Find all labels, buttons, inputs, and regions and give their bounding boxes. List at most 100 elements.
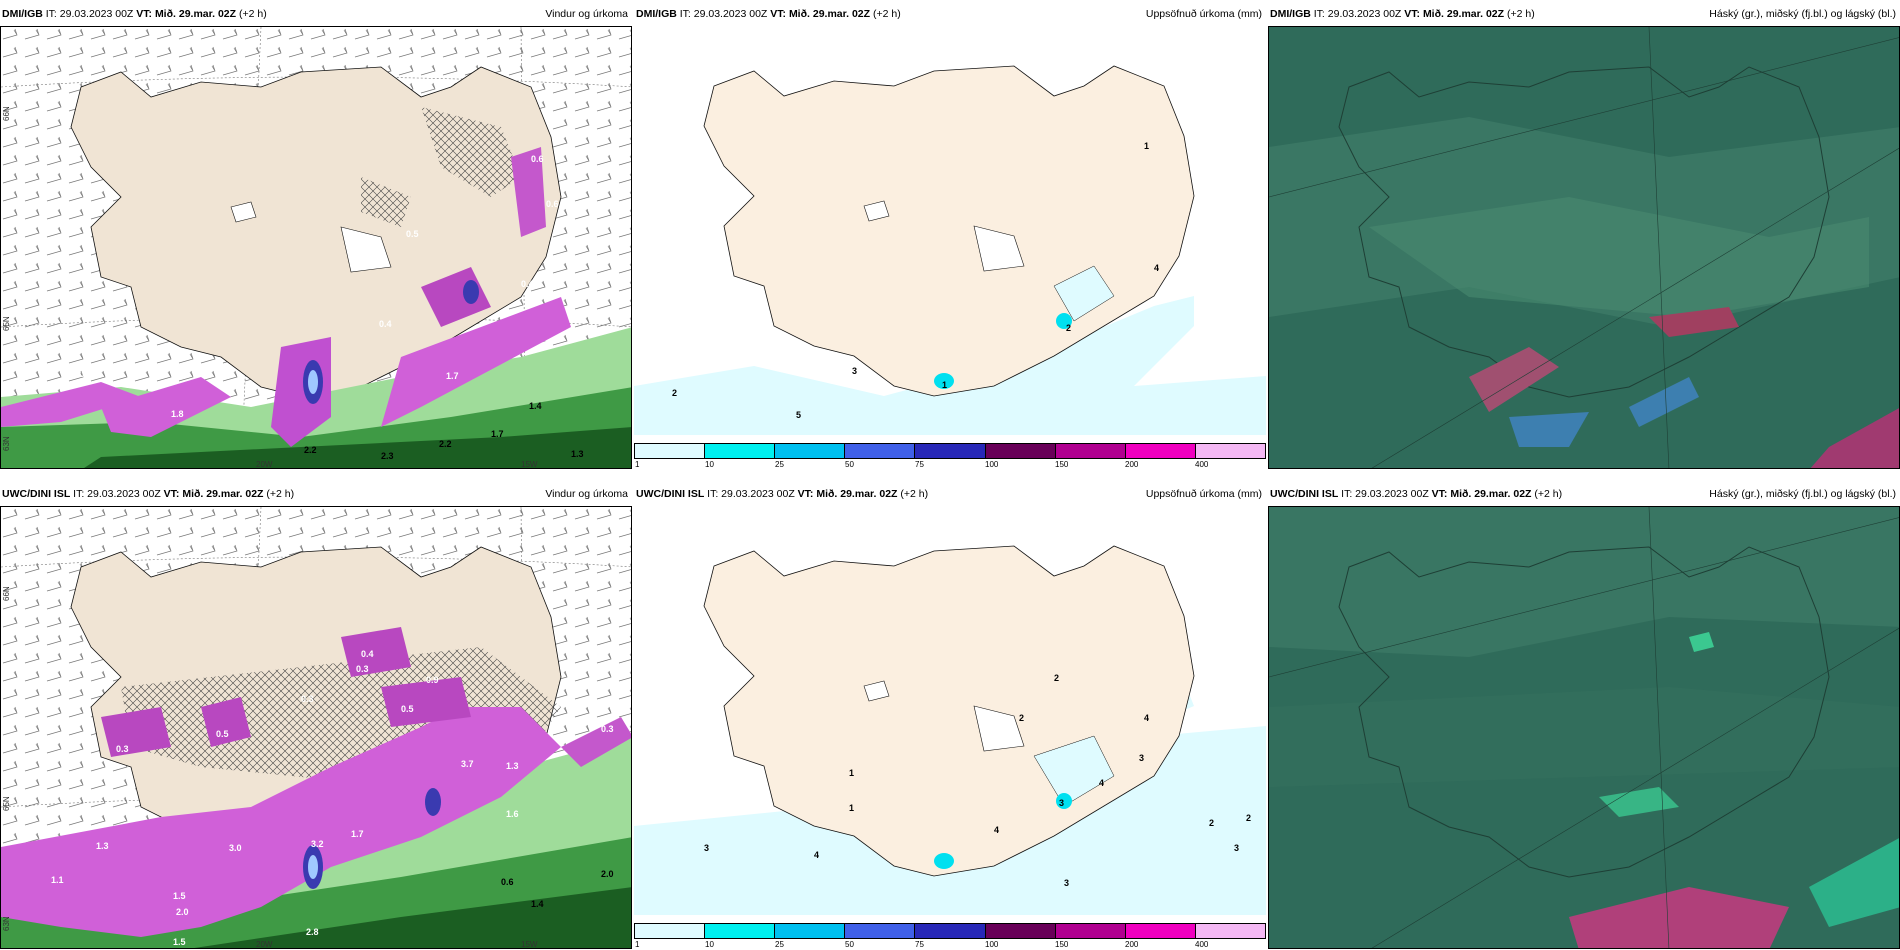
legend-bar [634,443,1266,459]
product-title: Uppsöfnuð úrkoma (mm) [1145,8,1262,20]
legend-swatch [845,444,916,458]
legend-swatch [1055,444,1126,458]
legend-tick: 200 [1125,940,1139,949]
legend-tick: 10 [705,940,714,949]
iceland-outline [1338,66,1830,398]
valid-label: VT: [1404,8,1421,20]
iceland-outline [1338,546,1830,878]
accum-value-label: 2 [1019,713,1024,723]
accum-value-label: 1 [942,380,947,390]
precip-value-label: 0.4 [521,279,534,289]
map-svg: 1.3 1.1 1.5 2.0 1.5 3.0 3.2 2.8 1.7 1.6 … [1,507,631,949]
legend-tick: 1 [635,460,640,469]
product-title: Vindur og úrkoma [545,488,628,500]
accum-value-label: 5 [796,410,801,420]
lat-label: 66N [2,106,11,121]
precip-value-label: 0.6 [501,877,514,887]
accum-value-label: 4 [994,825,999,835]
precip-legend: 1 10 25 50 75 100 150 200 400 [634,443,1266,469]
precip-value-label: 2.8 [306,927,319,937]
legend-swatch [915,444,986,458]
accum-value-label: 1 [1144,141,1149,151]
precip-value-label: 1.7 [491,429,504,439]
panel-header: UWC/DINI ISL IT: 29.03.2023 00Z VT: Mið.… [634,485,1266,501]
precip-value-label: 0.5 [406,229,419,239]
legend-tick: 150 [1055,940,1069,949]
precip-value-label: 1.3 [571,449,584,459]
model-name: UWC/DINI ISL [636,488,705,500]
panel-header: DMI/IGB IT: 29.03.2023 00Z VT: Mið. 29.m… [0,5,632,21]
legend-tick: 50 [845,940,854,949]
accum-value-label: 2 [1066,323,1071,333]
precip-value-label: 2.0 [601,869,614,879]
map-svg [1269,507,1899,948]
valid-time: Mið. 29.mar. 02Z [1422,8,1505,20]
lat-label: 66N [2,586,11,601]
accum-value-label: 4 [1154,263,1159,273]
panel-uwc-clouds: UWC/DINI ISL IT: 29.03.2023 00Z VT: Mið.… [1268,485,1900,949]
accum-value-label: 1 [849,803,854,813]
lead-time: (+2 h) [266,488,295,500]
legend-swatch [985,924,1056,938]
panel-header: UWC/DINI ISL IT: 29.03.2023 00Z VT: Mið.… [0,485,632,501]
precip-value-label: 1.4 [531,899,544,909]
product-title: Vindur og úrkoma [545,8,628,20]
legend-swatch [1055,924,1126,938]
cloud-map[interactable] [1268,506,1900,949]
precip-value-label: 0.3 [356,664,369,674]
legend-tick: 400 [1195,940,1209,949]
lat-label: 63N [2,916,11,931]
panel-uwc-accum-precip: UWC/DINI ISL IT: 29.03.2023 00Z VT: Mið.… [634,485,1266,949]
legend-swatch [1125,924,1196,938]
model-name: DMI/IGB [2,8,43,20]
lat-label: 65N [2,316,11,331]
valid-label: VT: [163,488,180,500]
legend-tick: 1 [635,940,640,949]
wind-precip-map[interactable]: 0.6 1.8 2.0 1.7 1.4 2.2 2.3 1.7 1.3 0.6 … [0,26,632,469]
lon-label: 20W [256,940,273,949]
lead-time: (+2 h) [900,488,929,500]
precip-value-label: 1.5 [173,891,186,901]
legend-tick: 400 [1195,460,1209,469]
panel-header: DMI/IGB IT: 29.03.2023 00Z VT: Mið. 29.m… [1268,5,1900,21]
legend-bar [634,923,1266,939]
legend-tick: 75 [915,940,924,949]
precip-value-label: 1.5 [173,937,186,947]
accum-value-label: 3 [1064,878,1069,888]
precip-value-label: 3.2 [311,839,324,849]
precip-value-label: 0.5 [401,704,414,714]
panel-header: DMI/IGB IT: 29.03.2023 00Z VT: Mið. 29.m… [634,5,1266,21]
accum-value-label: 4 [1099,778,1104,788]
product-title: Háský (gr.), miðský (fj.bl.) og lágský (… [1709,488,1896,500]
map-svg: 0.6 1.8 2.0 1.7 1.4 2.2 2.3 1.7 1.3 0.6 … [1,27,631,469]
init-time: IT: 29.03.2023 00Z [679,8,768,20]
panel-dmi-wind-precip: DMI/IGB IT: 29.03.2023 00Z VT: Mið. 29.m… [0,5,632,469]
accum-precip-map[interactable]: 1 4 2 3 2 5 1 [634,26,1266,435]
lon-label: 15W [521,940,538,949]
precip-value-label: 0.4 [379,319,392,329]
legend-ticks: 1 10 25 50 75 100 150 200 400 [634,459,1266,469]
legend-swatch [775,444,846,458]
valid-time: Mið. 29.mar. 02Z [816,488,898,500]
cloud-map[interactable] [1268,26,1900,469]
lat-label: 65N [2,796,11,811]
precip-value-label: 1.7 [351,829,364,839]
precip-legend: 1 10 25 50 75 100 150 200 400 [634,923,1266,949]
lead-time: (+2 h) [238,8,267,20]
accum-precip-map[interactable]: 2 1 4 2 3 4 3 4 2 2 3 3 3 1 4 [634,506,1266,915]
valid-label: VT: [770,8,787,20]
panel-dmi-clouds: DMI/IGB IT: 29.03.2023 00Z VT: Mið. 29.m… [1268,5,1900,469]
precip-value-label: 1.8 [171,409,184,419]
valid-label: VT: [797,488,814,500]
lon-label: 20W [256,460,273,469]
precip-value-label: 1.4 [529,401,542,411]
legend-ticks: 1 10 25 50 75 100 150 200 400 [634,939,1266,949]
product-title: Uppsöfnuð úrkoma (mm) [1145,488,1262,500]
init-time: IT: 29.03.2023 00Z [1341,488,1429,500]
valid-time: Mið. 29.mar. 02Z [1450,488,1532,500]
legend-swatch [705,444,776,458]
model-name: UWC/DINI ISL [2,488,71,500]
lon-label: 15W [521,460,538,469]
accum-value-label: 3 [1234,843,1239,853]
wind-precip-map[interactable]: 1.3 1.1 1.5 2.0 1.5 3.0 3.2 2.8 1.7 1.6 … [0,506,632,949]
